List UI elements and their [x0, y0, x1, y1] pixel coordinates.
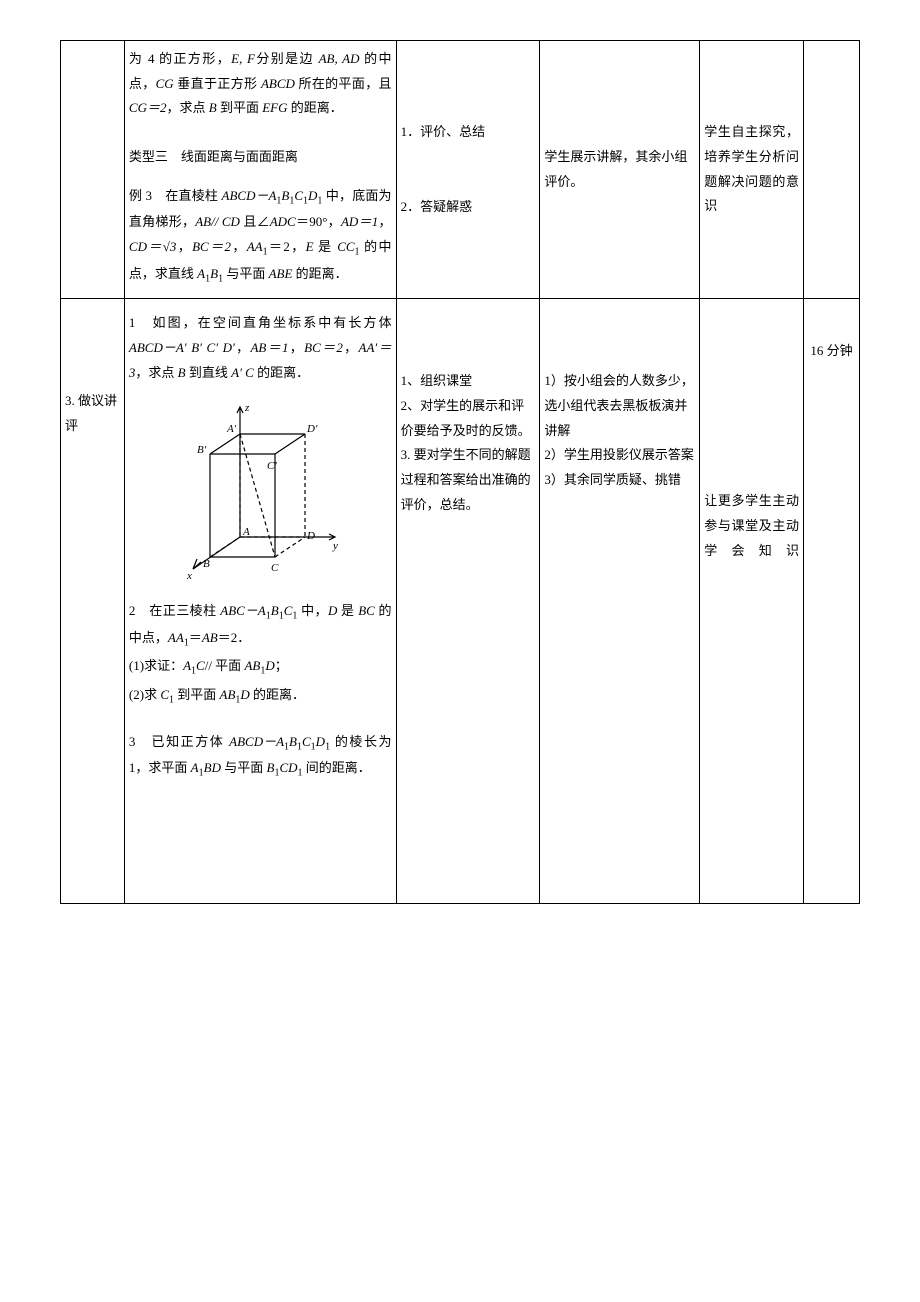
- design-intent-1: 学生自主探究，培养学生分析问题解决问题的意识: [704, 120, 799, 219]
- svg-text:D: D: [306, 530, 315, 542]
- row2-student: 1）按小组会的人数多少，选小组代表去黑板板演并讲解 2）学生用投影仪展示答案 3…: [540, 299, 700, 904]
- row1-intent: 学生自主探究，培养学生分析问题解决问题的意识: [700, 41, 804, 299]
- table-row: 为 4 的正方形，E, F分别是边 AB, AD 的中点，CG 垂直于正方形 A…: [61, 41, 860, 299]
- student-activity-1: 学生展示讲解，其余小组评价。: [544, 145, 695, 194]
- row1-content: 为 4 的正方形，E, F分别是边 AB, AD 的中点，CG 垂直于正方形 A…: [124, 41, 396, 299]
- example2-end: 为 4 的正方形，E, F分别是边 AB, AD 的中点，CG 垂直于正方形 A…: [129, 47, 392, 121]
- student-act-a: 1）按小组会的人数多少，选小组代表去黑板板演并讲解: [544, 369, 695, 443]
- teacher-note-1: 1．评价、总结: [401, 120, 536, 145]
- exercise-2: 2 在正三棱柱 ABC－A1B1C1 中，D 是 BC 的中点，AA1＝AB＝2…: [129, 599, 392, 652]
- svg-text:C′: C′: [267, 460, 277, 472]
- student-act-c: 3）其余同学质疑、挑错: [544, 468, 695, 493]
- lesson-table: 为 4 的正方形，E, F分别是边 AB, AD 的中点，CG 垂直于正方形 A…: [60, 40, 860, 904]
- row1-teacher: 1．评价、总结 2．答疑解惑: [396, 41, 540, 299]
- teacher-note-2: 2．答疑解惑: [401, 195, 536, 220]
- exercise-2-q1: (1)求证：A1C// 平面 AB1D；: [129, 654, 392, 681]
- svg-text:y: y: [332, 540, 338, 552]
- student-act-b: 2）学生用投影仪展示答案: [544, 443, 695, 468]
- svg-text:A′: A′: [226, 423, 237, 435]
- row2-content: 1 如图，在空间直角坐标系中有长方体 ABCD－A′ B′ C′ D′，AB＝1…: [124, 299, 396, 904]
- svg-text:C: C: [271, 562, 279, 574]
- teacher-note-a: 1、组织课堂: [401, 369, 536, 394]
- svg-text:A: A: [242, 526, 250, 538]
- svg-text:z: z: [244, 402, 250, 414]
- svg-text:D′: D′: [306, 423, 318, 435]
- row2-intent: 让更多学生主动参与课堂及主动学会知识: [700, 299, 804, 904]
- teacher-note-c: 3. 要对学生不同的解题过程和答案给出准确的评价，总结。: [401, 443, 536, 517]
- svg-text:B′: B′: [197, 444, 207, 456]
- exercise-2-q2: (2)求 C1 到平面 AB1D 的距离．: [129, 683, 392, 710]
- exercise-3: 3 已知正方体 ABCD－A1B1C1D1 的棱长为 1，求平面 A1BD 与平…: [129, 730, 392, 783]
- example3: 例 3 在直棱柱 ABCD－A1B1C1D1 中，底面为直角梯形，AB// CD…: [129, 184, 392, 288]
- row1-col1: [61, 41, 125, 299]
- row1-student: 学生展示讲解，其余小组评价。: [540, 41, 700, 299]
- type3-title: 类型三 线面距离与面面距离: [129, 145, 392, 170]
- svg-text:B: B: [203, 558, 210, 570]
- exercise-1: 1 如图，在空间直角坐标系中有长方体 ABCD－A′ B′ C′ D′，AB＝1…: [129, 311, 392, 385]
- row1-time: [804, 41, 860, 299]
- time-16min: 16 分钟: [808, 339, 855, 364]
- row2-teacher: 1、组织课堂 2、对学生的展示和评价要给予及时的反馈。 3. 要对学生不同的解题…: [396, 299, 540, 904]
- design-intent-2: 让更多学生主动参与课堂及主动学会知识: [704, 489, 799, 563]
- teacher-note-b: 2、对学生的展示和评价要给予及时的反馈。: [401, 394, 536, 443]
- cube-diagram: z x y A′ B′ C′ D′ A B C D: [175, 399, 345, 589]
- row2-label: 3. 做议讲评: [61, 299, 125, 904]
- svg-text:x: x: [186, 570, 192, 582]
- row2-time: 16 分钟: [804, 299, 860, 904]
- table-row: 3. 做议讲评 1 如图，在空间直角坐标系中有长方体 ABCD－A′ B′ C′…: [61, 299, 860, 904]
